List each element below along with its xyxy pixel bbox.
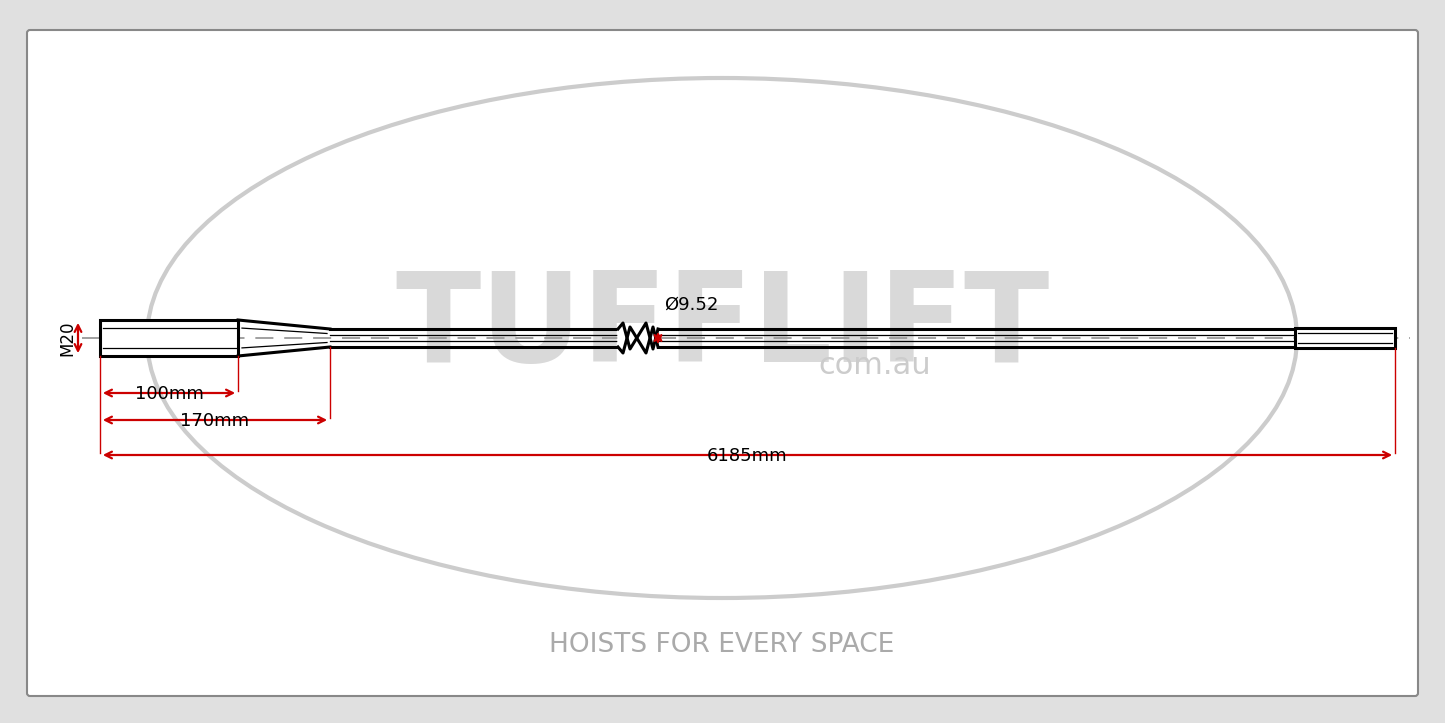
- Text: com.au: com.au: [819, 351, 932, 380]
- Bar: [1295, 328, 1394, 348]
- Polygon shape: [618, 323, 657, 353]
- Text: 100mm: 100mm: [134, 385, 204, 403]
- Text: HOISTS FOR EVERY SPACE: HOISTS FOR EVERY SPACE: [549, 632, 894, 658]
- Text: 6185mm: 6185mm: [707, 447, 788, 465]
- Text: 170mm: 170mm: [181, 412, 250, 430]
- Text: Ø9.52: Ø9.52: [665, 296, 718, 314]
- Text: M20: M20: [58, 320, 77, 356]
- Bar: [100, 320, 238, 356]
- FancyBboxPatch shape: [27, 30, 1418, 696]
- Text: TUFFLIFT: TUFFLIFT: [394, 268, 1049, 388]
